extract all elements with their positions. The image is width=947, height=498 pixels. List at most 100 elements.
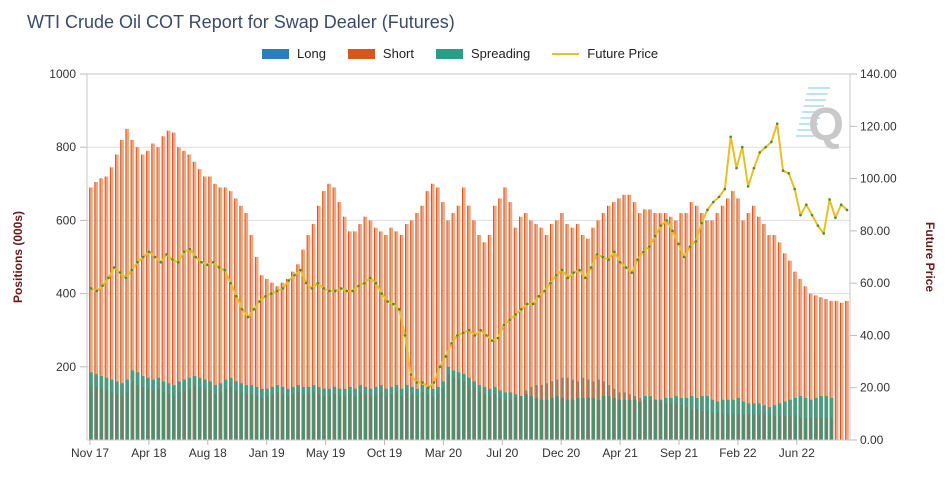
short-bar [228, 191, 233, 440]
long-bar [489, 396, 491, 440]
short-bar [415, 213, 420, 440]
long-bar [680, 405, 683, 440]
future-price-point [630, 271, 634, 274]
long-bar [395, 392, 398, 440]
short-bar-edge [467, 205, 469, 440]
future-price-point [514, 313, 517, 316]
short-bar [684, 213, 689, 440]
x-tick-label: May 19 [306, 446, 346, 460]
future-price-point [671, 229, 674, 233]
short-bar-edge [203, 176, 205, 441]
long-bar [618, 392, 621, 440]
short-bar-edge [606, 205, 608, 440]
future-price-point [723, 187, 727, 191]
long-bar [566, 377, 569, 440]
short-bar [705, 220, 710, 440]
long-bar [748, 414, 750, 440]
short-bar-edge [451, 213, 453, 440]
long-bar [696, 408, 699, 440]
long-bar [691, 408, 693, 440]
future-price-point [397, 307, 401, 311]
legend-item-long[interactable]: Long [262, 46, 326, 61]
short-bar [622, 194, 627, 440]
future-price-point [246, 315, 250, 319]
long-bar [639, 397, 642, 440]
short-bar-edge [166, 130, 168, 441]
short-bar [632, 202, 637, 440]
short-bar [332, 187, 337, 440]
short-bar [405, 224, 409, 440]
legend-item-future-price[interactable]: Future Price [552, 46, 658, 61]
long-bar [447, 374, 450, 440]
future-price-point [229, 281, 232, 285]
long-bar [313, 392, 315, 440]
short-bar [596, 220, 601, 440]
short-bar-edge [493, 205, 495, 440]
short-bar-edge [161, 136, 163, 440]
x-tick-label: Jun 22 [779, 446, 815, 460]
short-bar [109, 167, 114, 440]
future-price-point [223, 268, 227, 272]
long-bar [742, 414, 745, 440]
short-bar-edge [503, 187, 505, 440]
short-bar [348, 231, 352, 440]
short-bar-edge [120, 139, 122, 440]
short-bar [213, 183, 218, 441]
future-price-point [496, 336, 500, 340]
future-price-point [799, 213, 802, 217]
short-bar-edge [513, 227, 515, 440]
short-bar [311, 224, 316, 440]
future-price-point [700, 221, 703, 225]
long-bar [706, 410, 709, 440]
short-bar-edge [332, 187, 334, 440]
long-bar [364, 394, 367, 440]
future-price-point [328, 289, 331, 293]
short-bar-edge [239, 205, 241, 440]
short-bar [767, 235, 772, 440]
future-price-point [403, 334, 407, 337]
long-bar [178, 392, 181, 440]
watermark-letter: Q [808, 98, 844, 150]
future-price-point [560, 268, 564, 272]
future-price-point [839, 203, 843, 207]
short-bar [270, 282, 275, 440]
short-bar-edge [762, 224, 764, 440]
future-price-point [211, 260, 215, 264]
short-bar-edge [731, 191, 733, 440]
spreading-bar [798, 396, 803, 440]
x-tick-label: Apr 18 [131, 446, 167, 460]
short-bar [591, 227, 596, 440]
short-bar-edge [213, 183, 215, 441]
short-bar-edge [462, 187, 464, 440]
y2-tick-label: 0.00 [860, 433, 884, 447]
short-bar [441, 202, 445, 440]
short-bar [151, 143, 155, 441]
future-price-point [520, 307, 523, 311]
future-price-point [426, 386, 430, 390]
long-bar [333, 394, 336, 440]
short-bar-edge [306, 235, 308, 440]
future-price-point [316, 281, 320, 285]
chart-title: WTI Crude Oil COT Report for Swap Dealer… [27, 12, 455, 32]
short-bar [89, 187, 93, 440]
future-price-point [810, 213, 814, 217]
y-axis-title: Positions (000s) [11, 211, 25, 303]
short-bar-edge [814, 295, 816, 440]
short-bar-edge [130, 139, 132, 440]
short-bar [695, 205, 699, 440]
short-bar-edge [172, 132, 174, 440]
short-bar-edge [700, 213, 702, 440]
future-price-point [107, 276, 110, 280]
future-price-point [502, 323, 506, 327]
long-bar [152, 390, 155, 440]
short-bar [643, 209, 647, 440]
x-tick-label: Mar 20 [425, 446, 463, 460]
future-price-point [758, 151, 762, 154]
short-bar-edge [767, 235, 769, 440]
short-bar-edge [741, 220, 743, 440]
legend-item-short[interactable]: Short [347, 46, 414, 61]
legend-item-spreading[interactable]: Spreading [436, 46, 530, 61]
short-bar-edge [327, 183, 329, 441]
future-price-point [176, 260, 180, 264]
short-bar-edge [363, 216, 365, 440]
